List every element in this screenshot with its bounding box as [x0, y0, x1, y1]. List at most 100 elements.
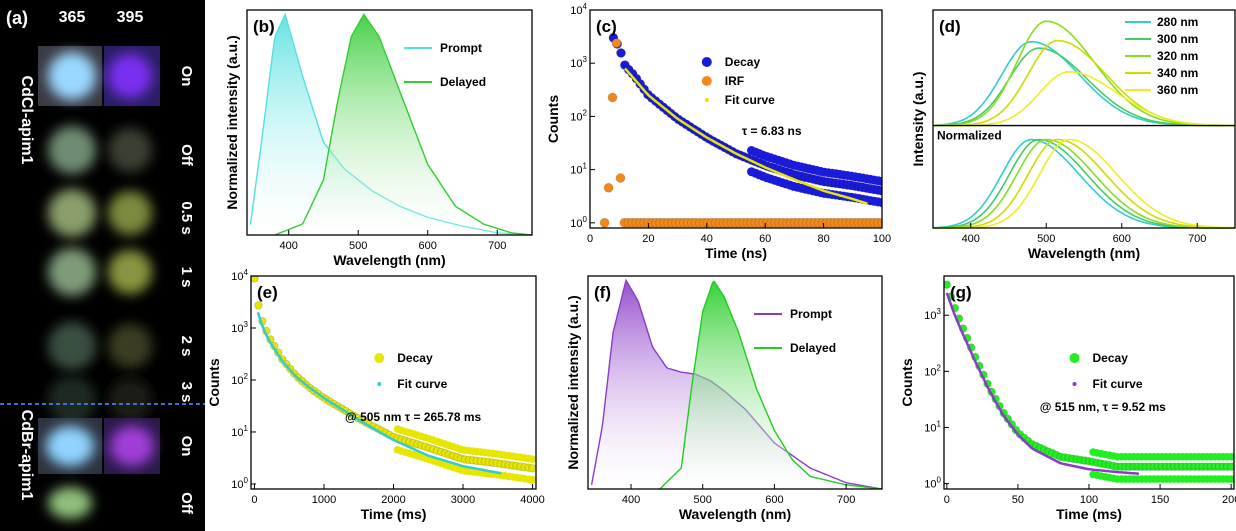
chart-g: Decay Fit curve @ 515 nm, τ = 9.52 ms 0 50 10…	[899, 275, 1236, 522]
x-tick-label: 2000	[381, 494, 405, 506]
data-point	[877, 185, 882, 196]
legend-swatch	[377, 382, 382, 386]
y-axis-label: Normalized intensity (a.u.)	[224, 35, 240, 209]
inset-label: Normalized	[937, 129, 1002, 143]
sample-photo-365	[48, 52, 96, 100]
legend-label: 280 nm	[1157, 15, 1198, 29]
x-tick-label: 500	[694, 494, 712, 506]
y-tick-label: 103	[924, 307, 941, 322]
y-tick-label: 104	[570, 2, 587, 17]
plot-area	[599, 32, 882, 228]
x-axis-label: Wavelength (nm)	[333, 252, 445, 268]
legend-swatch	[1069, 353, 1080, 363]
panel-label: (c)	[596, 17, 617, 36]
state-label: On	[178, 66, 195, 87]
sample-photo-395	[108, 378, 152, 422]
y-tick-label: 101	[924, 419, 941, 434]
sample-photo-365	[48, 248, 96, 296]
plot-frame	[589, 9, 883, 229]
panel-label: (g)	[950, 283, 972, 302]
x-tick-label: 200	[1222, 494, 1236, 506]
x-tick-label: 20	[642, 233, 654, 245]
fit-curve	[945, 292, 1139, 475]
area-prompt	[591, 280, 882, 489]
data-point	[528, 464, 536, 473]
annotation: @ 515 nm, τ = 9.52 ms	[1040, 400, 1166, 414]
legend-swatch	[374, 353, 385, 363]
x-tick-label: 600	[1113, 233, 1131, 245]
data-point	[603, 182, 614, 193]
x-tick-label: 60	[759, 233, 771, 245]
y-tick-label: 102	[924, 363, 941, 378]
line-delayed	[658, 280, 883, 490]
area-prompt	[250, 14, 532, 235]
y-tick-label: 101	[231, 424, 248, 439]
legend-swatch	[701, 57, 712, 67]
x-tick-label: 0	[251, 494, 257, 506]
legend-label: Decay	[397, 351, 433, 365]
x-tick-label: 150	[1151, 494, 1169, 506]
legend-label: Prompt	[790, 307, 832, 321]
data-point	[1227, 475, 1234, 483]
legend-label: 300 nm	[1157, 32, 1198, 46]
state-label: 3 s	[178, 382, 195, 403]
y-tick-label: 100	[231, 476, 248, 491]
data-point	[616, 48, 626, 58]
y-tick-label: 103	[570, 55, 587, 70]
plot-frame	[246, 9, 533, 236]
x-tick-label: 1000	[312, 494, 336, 506]
legend-label: Fit curve	[1093, 377, 1143, 391]
data-point	[1226, 462, 1234, 471]
y-tick-label: 101	[570, 162, 587, 177]
data-point	[615, 173, 626, 183]
sample-photo-365	[48, 322, 96, 370]
line-normalized-360-nm	[933, 138, 1236, 229]
y-tick-label: 103	[231, 320, 248, 335]
data-point	[251, 276, 259, 283]
x-tick-label: 700	[488, 240, 506, 252]
legend-label: Fit curve	[725, 93, 775, 107]
x-tick-label: 700	[1188, 233, 1206, 245]
sample-photo-off	[48, 487, 92, 519]
annotation: τ = 6.83 ns	[742, 124, 802, 138]
x-tick-label: 100	[873, 233, 891, 245]
line-360-nm	[933, 70, 1235, 127]
sample-photo-365	[48, 126, 96, 174]
y-axis-label: Counts	[545, 95, 561, 143]
line-normalized-340-nm	[933, 138, 1235, 229]
legend-label: Delayed	[440, 75, 486, 89]
x-tick-label: 400	[280, 240, 298, 252]
legend-label: IRF	[725, 74, 744, 88]
legend-label: 360 nm	[1157, 83, 1198, 97]
line-delayed	[274, 13, 533, 236]
legend-swatch	[701, 76, 712, 86]
state-label: On	[178, 436, 195, 457]
sample-photo-395	[108, 54, 152, 98]
data-point	[944, 280, 952, 289]
panel-label: (e)	[257, 283, 278, 302]
sample-photo-395	[108, 128, 152, 172]
column-label-395: 395	[117, 9, 144, 26]
legend-label: Fit curve	[397, 377, 447, 391]
sample-photo-365	[48, 376, 96, 424]
annotation: @ 505 nm τ = 265.78 ms	[345, 410, 481, 424]
state-label: 0.5 s	[178, 201, 195, 234]
chart-b: Prompt Delayed 400 500 600 700 Wavelength (nm)…	[224, 9, 533, 268]
legend-label: Delayed	[790, 341, 836, 355]
x-tick-label: 40	[701, 233, 713, 245]
state-label: Off	[178, 492, 195, 515]
column-label-365: 365	[59, 9, 86, 26]
chart-d: 280 nm 300 nm 320 nm 340 nm 360 nm Normalized…	[910, 9, 1236, 261]
data-point	[528, 476, 536, 484]
x-tick-label: 3000	[451, 494, 475, 506]
data-point	[877, 198, 882, 208]
sample-photo-395	[110, 426, 154, 466]
y-axis-label: Counts	[206, 358, 222, 406]
plot-frame	[932, 9, 1236, 229]
legend-label: 340 nm	[1157, 66, 1198, 80]
x-axis-label: Time (ms)	[1056, 506, 1122, 522]
legend-label: Decay	[1093, 351, 1129, 365]
sample-photo-395	[108, 191, 152, 235]
plot-area	[944, 280, 1234, 483]
x-tick-label: 400	[622, 494, 640, 506]
